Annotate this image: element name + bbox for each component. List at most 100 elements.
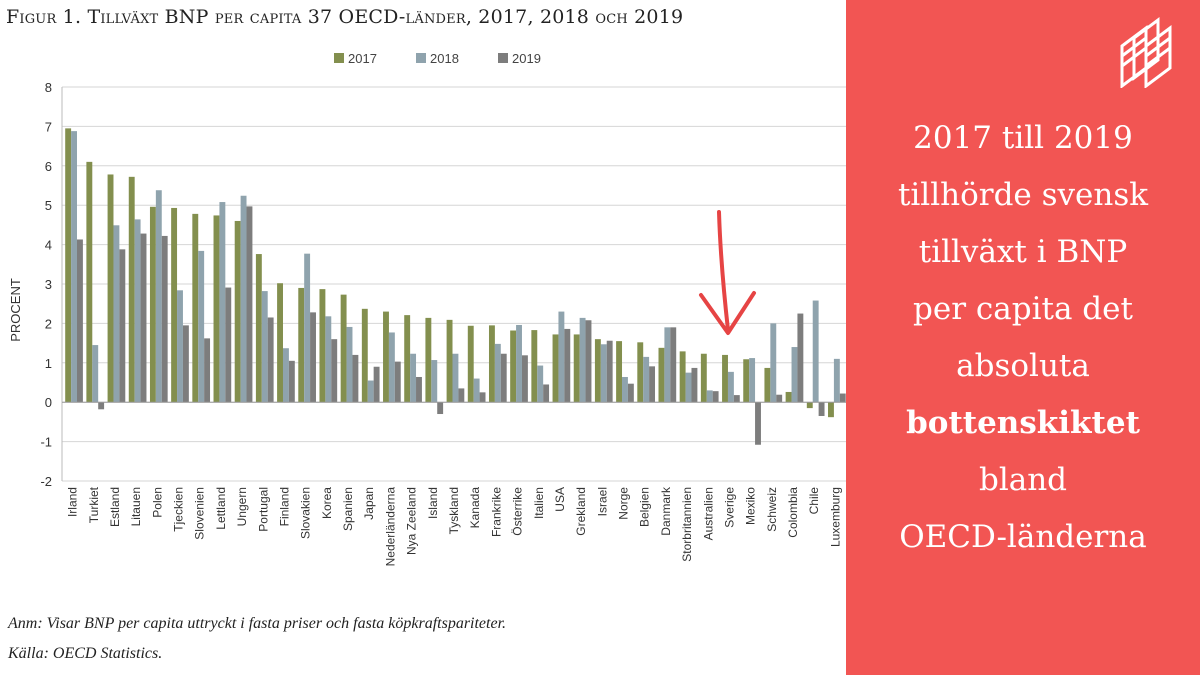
bar-2018 (600, 344, 607, 403)
bar-2019 (479, 392, 486, 403)
bar-2017 (340, 294, 347, 403)
figure-source: Källa: OECD Statistics. (8, 645, 163, 662)
bar-2018 (367, 380, 374, 403)
category-label: Litauen (129, 487, 143, 526)
bar-2017 (743, 359, 750, 403)
category-label: Australien (701, 487, 715, 540)
bar-2018 (452, 353, 459, 403)
bar-chart: -2 -1 0 1 2 3 4 5 6 7 8 PROCENT Irland Turkiet Estland… (8, 51, 846, 567)
bar-2017 (764, 367, 771, 403)
bar-2018 (325, 316, 332, 403)
category-label: Tyskland (447, 487, 461, 534)
category-label: Finland (277, 487, 291, 526)
bar-2017 (531, 330, 538, 403)
bar-2018 (579, 317, 586, 403)
bar-2018 (198, 250, 205, 403)
panel-message: 2017 till 2019 tillhörde svensk tillväxt… (846, 110, 1200, 566)
panel-line: tillväxt i BNP (918, 234, 1128, 270)
bar-2017 (616, 341, 623, 403)
bar-2018 (177, 290, 183, 403)
category-label: Korea (320, 487, 334, 519)
bar-2019 (437, 402, 444, 415)
panel-line: per capita det (913, 291, 1133, 327)
bar-2018 (388, 332, 395, 403)
bar-2017 (573, 334, 580, 403)
legend-swatch (416, 53, 426, 63)
bar-2017 (171, 207, 178, 403)
bar-2017 (785, 391, 792, 403)
category-label: Colombia (786, 487, 800, 538)
bar-2018 (304, 253, 311, 403)
bar-2017 (234, 220, 241, 403)
bar-2017 (149, 206, 156, 403)
figure-note: Anm: Visar BNP per capita uttryckt i fas… (8, 615, 507, 632)
panel-line: bland (978, 462, 1068, 498)
bar-2018 (92, 345, 99, 403)
bar-2017 (404, 315, 411, 403)
category-label: Nya Zeeland (405, 487, 419, 555)
category-label: Nederländerna (383, 487, 397, 567)
bar-2017 (510, 330, 517, 403)
panel-line: absoluta (956, 348, 1090, 384)
annotation-arrow-shaft (717, 210, 730, 332)
bar-2018 (537, 365, 544, 403)
category-label: Ungern (235, 487, 249, 526)
category-label: Schweiz (765, 487, 779, 532)
category-label: Grekland (574, 487, 588, 536)
bar-2019 (225, 287, 232, 403)
bar-2018 (558, 311, 565, 403)
category-label: Turkiet (87, 486, 101, 523)
category-label: Lettland (214, 487, 228, 530)
y-tick-label: 5 (45, 198, 52, 213)
bar-2017 (86, 161, 93, 403)
bar-2018 (643, 356, 650, 403)
bar-2019 (627, 383, 634, 403)
bar-2019 (352, 354, 359, 403)
bar-2018 (749, 358, 756, 403)
panel-line: OECD-länderna (899, 519, 1147, 555)
bar-2019 (246, 206, 253, 403)
bar-2018 (622, 376, 628, 403)
logo-icon (1120, 17, 1172, 88)
bar-2018 (664, 327, 671, 403)
bar-2018 (770, 323, 777, 403)
category-label: Chile (807, 487, 821, 515)
bar-2018 (219, 202, 226, 403)
bar-2019 (288, 360, 295, 403)
bar-2018 (812, 300, 819, 403)
bar-2019 (797, 313, 804, 403)
category-label: Mexiko (744, 487, 758, 525)
bar-2017 (361, 308, 368, 403)
bar-2019 (77, 239, 83, 403)
bar-2017 (213, 215, 220, 403)
bar-2019 (606, 340, 613, 403)
category-label: Tjeckien (172, 487, 186, 532)
bar-2019 (182, 325, 189, 403)
category-label: Island (426, 487, 440, 519)
bar-2019 (521, 355, 528, 403)
category-label: Polen (150, 487, 164, 518)
category-label: Kanada (468, 487, 482, 529)
y-tick-label: 2 (45, 316, 52, 331)
figure-title: Figur 1. Tillväxt BNP per capita 37 OECD… (6, 6, 684, 28)
bar-2019 (394, 361, 401, 403)
y-tick-label: 3 (45, 277, 52, 292)
bar-2019 (776, 394, 783, 403)
category-label: Slovakien (299, 487, 313, 539)
category-label: Danmark (659, 486, 673, 536)
legend-label: 2017 (348, 51, 377, 66)
category-label: Belgien (638, 487, 652, 527)
bar-2018 (134, 219, 141, 403)
bar-2017 (637, 342, 644, 403)
bar-2018 (113, 225, 120, 403)
bar-2018 (833, 358, 840, 403)
category-label: Portugal (256, 487, 270, 532)
bar-2019 (119, 249, 126, 403)
bar-2018 (410, 353, 417, 403)
panel-line-bold: bottenskiktet (906, 405, 1140, 441)
bar-2019 (458, 388, 465, 403)
bar-2018 (431, 360, 438, 403)
bar-2017 (467, 325, 474, 403)
bar-2019 (564, 328, 571, 403)
bar-2018 (516, 324, 522, 403)
